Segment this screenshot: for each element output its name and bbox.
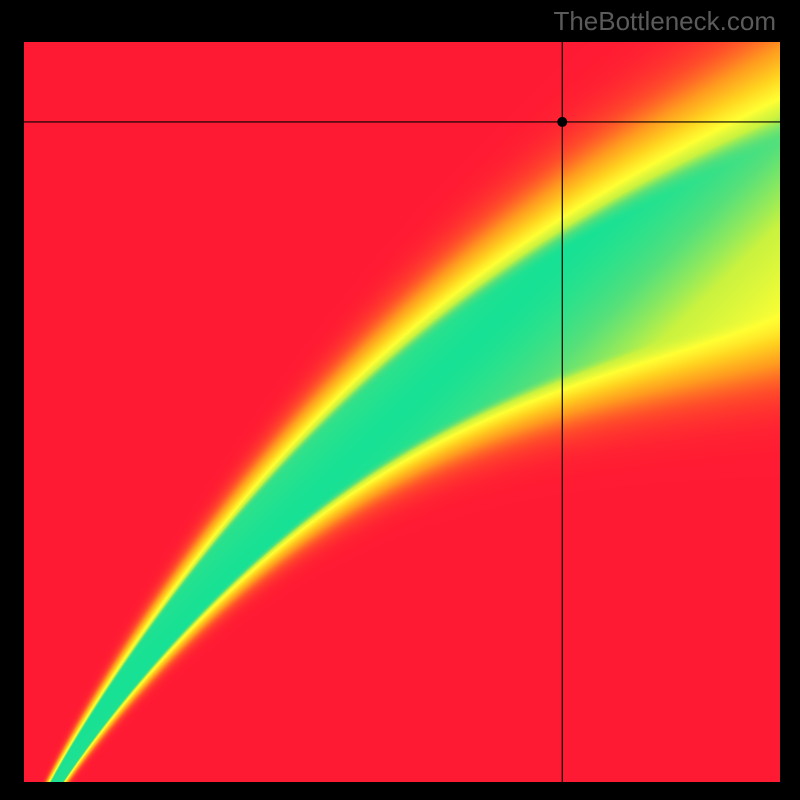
watermark-text: TheBottleneck.com	[553, 6, 776, 37]
chart-container: TheBottleneck.com	[0, 0, 800, 800]
crosshair-overlay	[24, 42, 780, 782]
marker-dot	[557, 117, 567, 127]
